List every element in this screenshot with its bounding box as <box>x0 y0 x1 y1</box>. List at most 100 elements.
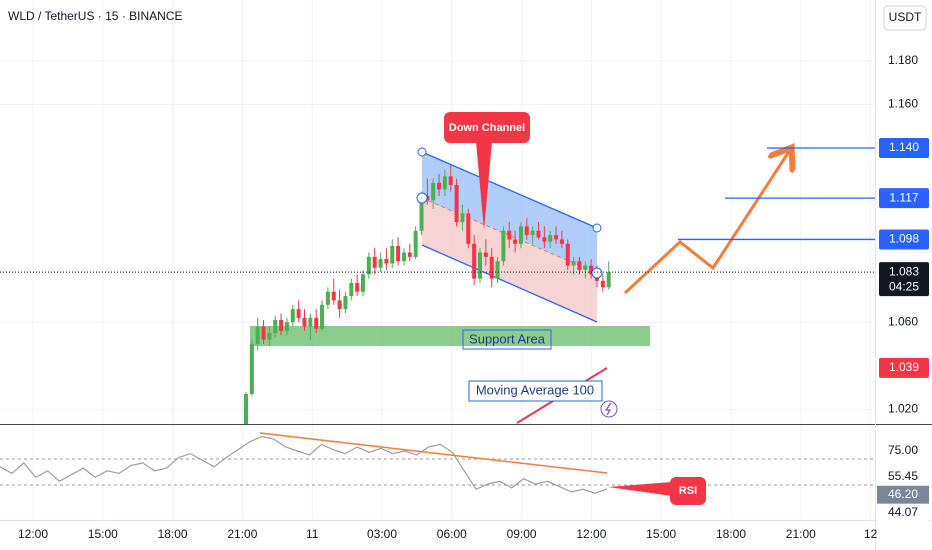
callout-text: RSI <box>679 485 697 497</box>
rsi-badge <box>877 485 929 504</box>
handle <box>592 223 602 233</box>
candle-body <box>413 230 418 257</box>
callout <box>444 112 530 143</box>
candle-body <box>314 317 319 329</box>
y-tick-label: 1.160 <box>888 97 918 111</box>
candle-body <box>249 343 254 395</box>
last-price-label: 1.083 <box>889 264 919 278</box>
candle-body <box>518 226 523 244</box>
x-tick-label: 21:00 <box>786 527 816 541</box>
x-tick-label: 03:00 <box>367 527 397 541</box>
candle-body <box>390 245 395 264</box>
handle <box>591 267 603 279</box>
support-label: Support Area <box>469 331 546 346</box>
candle-body <box>296 309 301 318</box>
candle-body <box>349 283 354 297</box>
candle-body <box>448 176 453 186</box>
candle-body <box>279 320 284 331</box>
price-label: 1.039 <box>889 360 919 374</box>
channel-upper <box>422 152 597 273</box>
candle-body <box>489 256 494 279</box>
rsi-label: 44.07 <box>888 505 918 519</box>
candle-body <box>507 230 512 240</box>
x-tick-label: 06:00 <box>437 527 467 541</box>
candle-body <box>454 185 459 223</box>
y-tick-label: 1.060 <box>888 314 918 328</box>
candle-body <box>559 239 564 244</box>
candle-body <box>472 243 477 279</box>
channel-lower <box>422 198 597 322</box>
candle-body <box>325 291 330 305</box>
price-badge <box>879 229 929 250</box>
icon <box>604 402 612 416</box>
candle-body <box>571 261 576 266</box>
candle-body <box>536 230 541 238</box>
x-tick-label: 12:00 <box>18 527 48 541</box>
candle-body <box>290 309 295 323</box>
candle-body <box>378 259 383 268</box>
icon <box>600 400 618 418</box>
rsi-trend <box>259 432 608 474</box>
x-tick-label: 18:00 <box>158 527 188 541</box>
candle-body <box>284 322 289 331</box>
y-tick-label: 1.020 <box>888 401 918 415</box>
candle-body <box>244 394 248 424</box>
candle-body <box>495 261 500 279</box>
candle-body <box>548 235 553 242</box>
candle-body <box>273 320 278 334</box>
projection-arrow <box>623 150 790 295</box>
rsi-badge <box>877 503 929 522</box>
price-label: 1.117 <box>889 190 918 204</box>
candle-body <box>366 256 371 275</box>
grid <box>0 0 875 520</box>
symbol-title: WLD / TetherUS · 15 · BINANCE <box>8 9 183 23</box>
y-tick-label: 1.180 <box>888 53 918 67</box>
x-tick-label: 18:00 <box>716 527 746 541</box>
x-tick-label: 15:00 <box>646 527 676 541</box>
candle-body <box>501 230 506 262</box>
candle-body <box>267 333 272 340</box>
channel-mid <box>421 197 598 274</box>
countdown: 04:25 <box>889 279 919 293</box>
candle-body <box>460 213 465 223</box>
rsi-label: 55.45 <box>888 469 918 483</box>
candle-body <box>466 213 471 244</box>
x-tick-label: 15:00 <box>88 527 118 541</box>
ma-label: Moving Average 100 <box>476 382 594 397</box>
x-tick-label: 11 <box>306 527 319 541</box>
currency[interactable]: USDT <box>889 10 922 24</box>
candle-body <box>407 252 412 257</box>
channel-bottom <box>421 244 598 323</box>
handle <box>417 147 427 157</box>
candle-body <box>530 230 535 236</box>
x-tick-label: 09:00 <box>507 527 537 541</box>
rsi-line <box>0 435 608 494</box>
rsi-badge <box>877 467 929 486</box>
candle-body <box>419 195 424 231</box>
channel-top <box>421 151 598 229</box>
callout-text: Down Channel <box>449 122 525 134</box>
x-tick-label: 12:00 <box>576 527 606 541</box>
label-box <box>468 380 603 402</box>
callout-pointer <box>608 482 672 496</box>
callout <box>670 477 706 505</box>
candle-body <box>483 252 488 257</box>
candle-body <box>308 317 313 327</box>
callout-pointer <box>476 142 492 230</box>
rsi-label: 75.00 <box>888 443 918 457</box>
x-tick-label: 21:00 <box>227 527 257 541</box>
price-badge <box>879 188 929 209</box>
candle-body <box>513 239 518 244</box>
currency-button[interactable] <box>883 5 927 31</box>
rsi <box>0 435 608 494</box>
rsi-label: 46.20 <box>888 487 918 501</box>
x-tick-label: 12 <box>864 527 878 541</box>
price-label: 1.098 <box>889 232 919 246</box>
candle-body <box>437 182 442 190</box>
candle-body <box>606 272 611 288</box>
price-label: 1.140 <box>889 140 919 154</box>
candle-body <box>337 300 342 310</box>
candle-body <box>396 245 401 262</box>
candle-body <box>554 235 559 240</box>
